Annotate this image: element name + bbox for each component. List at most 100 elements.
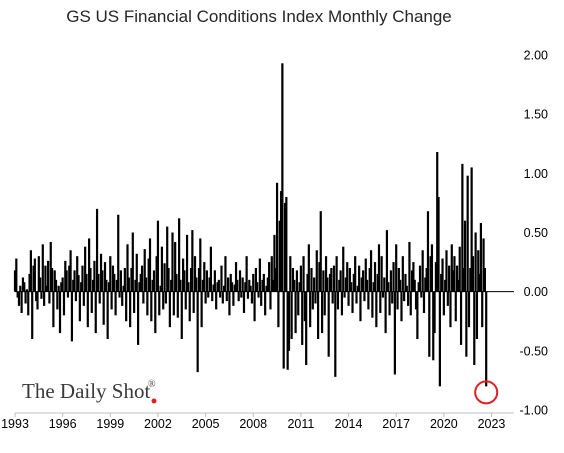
- bar: [391, 291, 394, 304]
- bar: [56, 291, 59, 310]
- bar: [384, 291, 387, 334]
- bar: [138, 282, 141, 292]
- bar: [119, 270, 122, 292]
- bar: [314, 291, 317, 304]
- bar: [130, 268, 133, 292]
- x-tick-label: 1996: [49, 417, 77, 431]
- bar: [193, 256, 197, 292]
- bar: [90, 291, 93, 313]
- bar: [151, 279, 154, 292]
- bar: [301, 291, 304, 345]
- bar: [50, 268, 54, 292]
- bar: [360, 277, 363, 292]
- bar: [478, 273, 481, 292]
- bar: [65, 270, 68, 292]
- bar: [107, 282, 111, 292]
- bar: [354, 256, 357, 292]
- bar: [389, 270, 392, 292]
- bar: [117, 214, 120, 292]
- bar: [148, 238, 152, 292]
- bar: [436, 152, 439, 292]
- x-tick-label: 2017: [382, 417, 410, 431]
- bar: [192, 291, 195, 313]
- bar: [418, 265, 422, 292]
- x-tick-label: 2014: [335, 417, 363, 431]
- bar: [433, 291, 436, 334]
- bar: [322, 270, 325, 292]
- bar: [482, 238, 485, 292]
- bar: [29, 250, 32, 292]
- bar: [397, 268, 400, 292]
- bar: [215, 291, 218, 310]
- bar: [454, 291, 457, 322]
- bar: [45, 285, 48, 292]
- bar: [216, 282, 219, 292]
- bar: [405, 285, 408, 292]
- bar: [462, 268, 465, 292]
- bar: [97, 273, 100, 292]
- bar: [470, 167, 473, 292]
- bar: [37, 256, 40, 292]
- bar: [32, 265, 35, 292]
- bar: [387, 282, 390, 292]
- bar: [392, 262, 395, 292]
- bar: [212, 284, 215, 292]
- bar: [134, 279, 137, 292]
- bar: [13, 270, 17, 292]
- bar: [428, 291, 431, 357]
- bar: [262, 273, 265, 292]
- bar: [266, 277, 269, 292]
- bar: [338, 279, 341, 292]
- bar: [127, 277, 130, 292]
- bar: [166, 226, 169, 292]
- bar: [401, 256, 404, 292]
- highlight-circle: [474, 380, 499, 405]
- bar: [144, 277, 148, 292]
- bar: [236, 279, 239, 292]
- bar: [446, 291, 449, 306]
- bar: [275, 182, 279, 292]
- x-tick-label: 2002: [144, 417, 172, 431]
- bar: [356, 285, 359, 292]
- bar: [331, 291, 334, 304]
- bar: [457, 279, 460, 292]
- bar: [393, 291, 396, 375]
- bar: [372, 282, 375, 292]
- bar: [294, 291, 297, 334]
- bar: [125, 291, 128, 322]
- bar: [430, 244, 434, 292]
- logo-registered-mark: ®: [148, 379, 156, 390]
- bar: [52, 291, 55, 328]
- bar: [74, 291, 77, 302]
- bar: [302, 256, 305, 292]
- bar: [140, 265, 144, 292]
- bar: [463, 220, 467, 292]
- bar: [376, 273, 379, 292]
- bar: [368, 268, 371, 292]
- bar: [143, 249, 146, 292]
- bar: [133, 291, 136, 313]
- bar: [264, 291, 267, 316]
- bar: [167, 268, 170, 292]
- bar: [303, 291, 306, 322]
- bar: [342, 246, 345, 292]
- bar: [306, 273, 309, 292]
- bar: [409, 291, 412, 316]
- bar: [323, 291, 326, 316]
- bar: [273, 234, 276, 292]
- bar: [72, 279, 75, 292]
- bar: [28, 273, 31, 292]
- bar: [385, 230, 389, 292]
- bar: [43, 291, 46, 306]
- bar: [221, 291, 224, 304]
- bar: [168, 291, 171, 328]
- bar: [455, 265, 459, 292]
- bar: [458, 246, 461, 292]
- bars-group: [13, 63, 488, 387]
- bar: [290, 291, 293, 339]
- bar: [452, 270, 455, 292]
- bar: [156, 220, 160, 292]
- bar: [68, 265, 71, 292]
- bar: [24, 291, 27, 304]
